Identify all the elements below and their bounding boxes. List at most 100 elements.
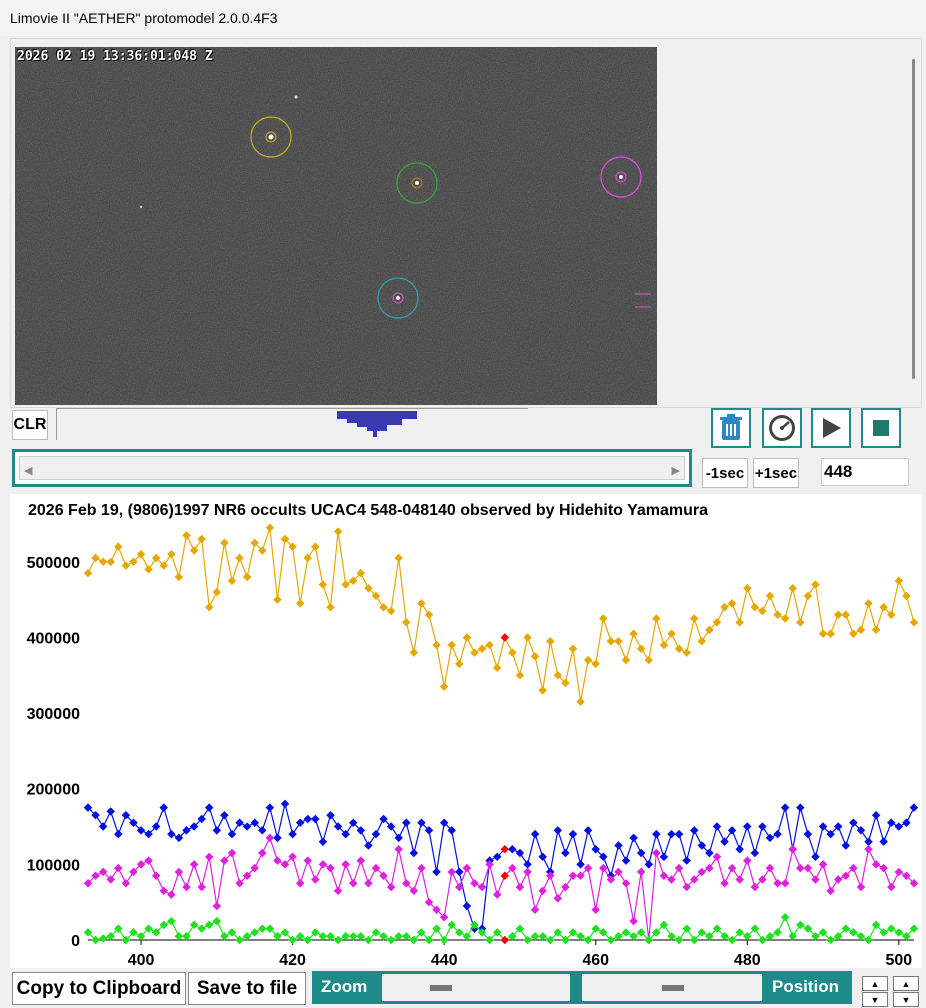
- position-down-button[interactable]: ▼: [893, 992, 919, 1007]
- data-point: [288, 852, 297, 862]
- data-point: [417, 863, 426, 873]
- data-point: [856, 882, 866, 892]
- data-point: [599, 614, 608, 623]
- position-slider-thumb[interactable]: [662, 985, 684, 991]
- data-point: [167, 916, 176, 926]
- data-point: [273, 932, 282, 941]
- data-point: [743, 822, 752, 831]
- data-point: [455, 659, 464, 669]
- aperture-comparison-2[interactable]: [600, 156, 642, 198]
- data-point: [189, 860, 199, 869]
- data-point: [553, 894, 563, 903]
- data-point: [667, 875, 676, 884]
- star-comparison-2: [619, 175, 623, 179]
- data-point: [212, 901, 222, 911]
- save-to-file-button[interactable]: Save to file: [188, 972, 306, 1005]
- data-point: [333, 935, 343, 945]
- data-point: [424, 935, 434, 945]
- star-dim: [294, 95, 298, 99]
- data-point: [530, 652, 540, 661]
- zoom-slider[interactable]: [382, 974, 570, 1001]
- data-point: [864, 845, 873, 854]
- data-point: [682, 648, 691, 657]
- aperture-target[interactable]: [250, 116, 292, 158]
- data-point: [159, 561, 169, 570]
- data-point: [386, 822, 396, 831]
- data-point: [144, 565, 153, 574]
- data-point: [826, 886, 835, 896]
- data-point: [417, 599, 426, 608]
- video-frame[interactable]: 2026 02 19 13:36:01:048 Z: [15, 47, 657, 405]
- data-point: [356, 856, 366, 865]
- data-point: [348, 931, 358, 941]
- data-point: [909, 803, 919, 812]
- data-point: [227, 829, 237, 839]
- scroll-left-icon[interactable]: ◀: [24, 465, 33, 477]
- play-button[interactable]: [811, 408, 851, 448]
- data-point: [826, 629, 835, 638]
- zoom-slider-thumb[interactable]: [430, 985, 452, 991]
- data-point: [417, 818, 426, 828]
- copy-to-clipboard-button[interactable]: Copy to Clipboard: [12, 972, 186, 1005]
- data-point: [705, 848, 714, 858]
- data-point: [280, 928, 290, 937]
- data-point: [462, 863, 472, 873]
- data-point: [515, 848, 525, 858]
- data-point: [151, 553, 161, 563]
- data-point: [652, 614, 661, 623]
- data-point: [796, 803, 805, 812]
- data-point: [455, 928, 464, 937]
- data-point: [144, 924, 153, 933]
- aperture-comparison-1[interactable]: [396, 162, 438, 204]
- video-scrollbar[interactable]: [912, 59, 915, 379]
- data-point: [818, 928, 828, 937]
- data-point: [341, 580, 350, 589]
- chevron-up-icon: ▲: [901, 978, 911, 989]
- data-point: [303, 814, 313, 824]
- minus-one-sec-button[interactable]: -1sec: [702, 458, 748, 488]
- data-point: [727, 863, 737, 873]
- plus-one-sec-button[interactable]: +1sec: [753, 458, 799, 488]
- clr-button[interactable]: CLR: [12, 410, 48, 440]
- stop-button[interactable]: [861, 408, 901, 448]
- data-point: [788, 931, 797, 941]
- data-point: [204, 803, 214, 812]
- data-point: [379, 931, 388, 941]
- data-point: [758, 935, 767, 945]
- data-point: [856, 931, 866, 941]
- frame-number-input[interactable]: 448: [821, 458, 909, 486]
- data-point: [576, 697, 585, 706]
- data-point: [758, 822, 767, 831]
- data-point: [250, 818, 259, 828]
- zoom-down-button[interactable]: ▼: [862, 992, 888, 1007]
- data-point: [204, 852, 214, 862]
- data-point: [530, 905, 540, 914]
- position-label: Position: [772, 977, 840, 996]
- zoom-up-button[interactable]: ▲: [862, 976, 888, 991]
- data-point: [659, 640, 669, 650]
- frame-scrollbar[interactable]: ◀ ▶: [12, 449, 692, 487]
- aperture-comparison-2-inner: [615, 171, 627, 183]
- x-tick-label: 400: [128, 952, 155, 968]
- data-point: [864, 599, 873, 608]
- data-point: [894, 928, 904, 937]
- data-point: [765, 833, 775, 843]
- chart-title: 2026 Feb 19, (9806)1997 NR6 occults UCAC…: [28, 502, 708, 519]
- data-point: [151, 871, 161, 880]
- data-point: [114, 924, 123, 933]
- trash-button[interactable]: [711, 408, 751, 448]
- data-point: [258, 924, 267, 933]
- position-up-button[interactable]: ▲: [893, 976, 919, 991]
- data-point: [811, 875, 820, 884]
- series-line-0: [87, 527, 915, 702]
- aperture-comparison-3[interactable]: [377, 277, 419, 319]
- data-point: [894, 822, 904, 831]
- data-point: [280, 799, 290, 809]
- frame-scrollbar-track[interactable]: ◀ ▶: [19, 456, 685, 480]
- speed-button[interactable]: [762, 408, 802, 448]
- data-point: [167, 829, 176, 839]
- scroll-right-icon[interactable]: ▶: [671, 465, 680, 477]
- data-point: [182, 882, 191, 892]
- data-point: [492, 928, 502, 937]
- position-slider[interactable]: [582, 974, 762, 1001]
